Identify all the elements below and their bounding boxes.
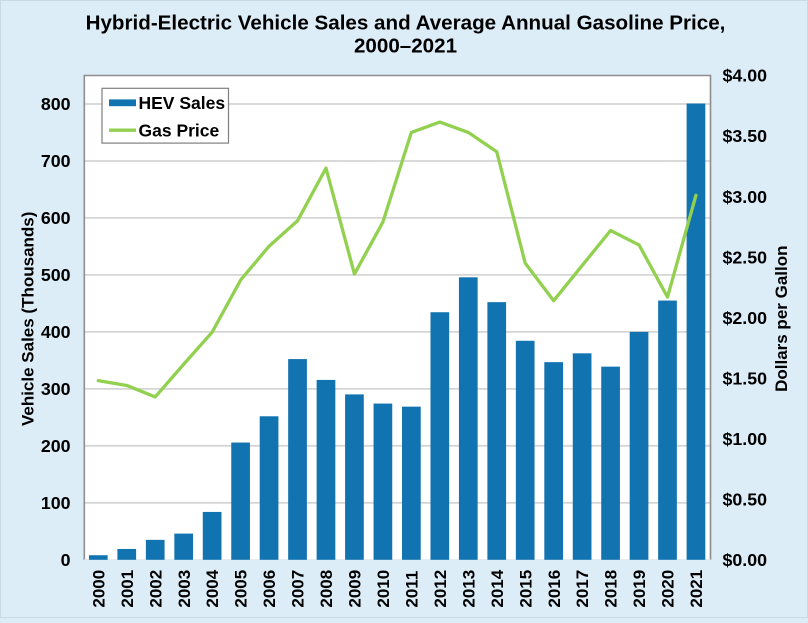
svg-text:2001: 2001: [118, 570, 137, 608]
svg-text:2019: 2019: [630, 570, 649, 608]
svg-text:0: 0: [61, 550, 71, 570]
svg-text:600: 600: [41, 208, 71, 228]
svg-text:2010: 2010: [374, 570, 393, 608]
svg-text:$3.00: $3.00: [723, 187, 768, 207]
svg-text:800: 800: [41, 94, 71, 114]
svg-text:700: 700: [41, 151, 71, 171]
svg-text:$0.00: $0.00: [723, 550, 768, 570]
svg-text:2000–2021: 2000–2021: [354, 35, 457, 58]
svg-text:2004: 2004: [203, 569, 222, 607]
svg-text:2006: 2006: [260, 570, 279, 608]
svg-text:200: 200: [41, 436, 71, 456]
svg-text:2007: 2007: [289, 570, 308, 608]
svg-text:2012: 2012: [431, 570, 450, 608]
svg-text:HEV Sales: HEV Sales: [139, 93, 226, 113]
svg-text:$1.00: $1.00: [723, 429, 768, 449]
svg-text:2020: 2020: [659, 570, 678, 608]
svg-text:400: 400: [41, 322, 71, 342]
svg-text:$0.50: $0.50: [723, 490, 768, 510]
svg-text:500: 500: [41, 265, 71, 285]
svg-text:Dollars per Gallon: Dollars per Gallon: [772, 245, 791, 391]
svg-text:2015: 2015: [516, 570, 535, 608]
svg-text:2016: 2016: [545, 570, 564, 608]
svg-text:Hybrid-Electric Vehicle Sales: Hybrid-Electric Vehicle Sales and Averag…: [86, 12, 726, 35]
svg-text:2014: 2014: [488, 569, 507, 607]
svg-text:Gas Price: Gas Price: [139, 120, 220, 140]
svg-text:2018: 2018: [602, 570, 621, 608]
svg-text:2008: 2008: [317, 570, 336, 608]
svg-text:$4.00: $4.00: [723, 66, 768, 86]
svg-text:$3.50: $3.50: [723, 126, 768, 146]
svg-text:2009: 2009: [346, 570, 365, 608]
svg-text:2003: 2003: [175, 570, 194, 608]
svg-text:Vehicle Sales (Thousands): Vehicle Sales (Thousands): [19, 212, 38, 426]
svg-text:2002: 2002: [146, 570, 165, 608]
svg-text:100: 100: [41, 493, 71, 513]
svg-text:$2.50: $2.50: [723, 247, 768, 267]
svg-text:2011: 2011: [402, 571, 421, 608]
svg-text:$2.00: $2.00: [723, 308, 768, 328]
svg-text:2021: 2021: [687, 570, 706, 608]
svg-text:2013: 2013: [459, 570, 478, 608]
svg-text:2000: 2000: [89, 570, 108, 608]
svg-text:2005: 2005: [232, 570, 251, 608]
svg-text:300: 300: [41, 379, 71, 399]
svg-text:$1.50: $1.50: [723, 368, 768, 388]
svg-text:2017: 2017: [573, 570, 592, 608]
